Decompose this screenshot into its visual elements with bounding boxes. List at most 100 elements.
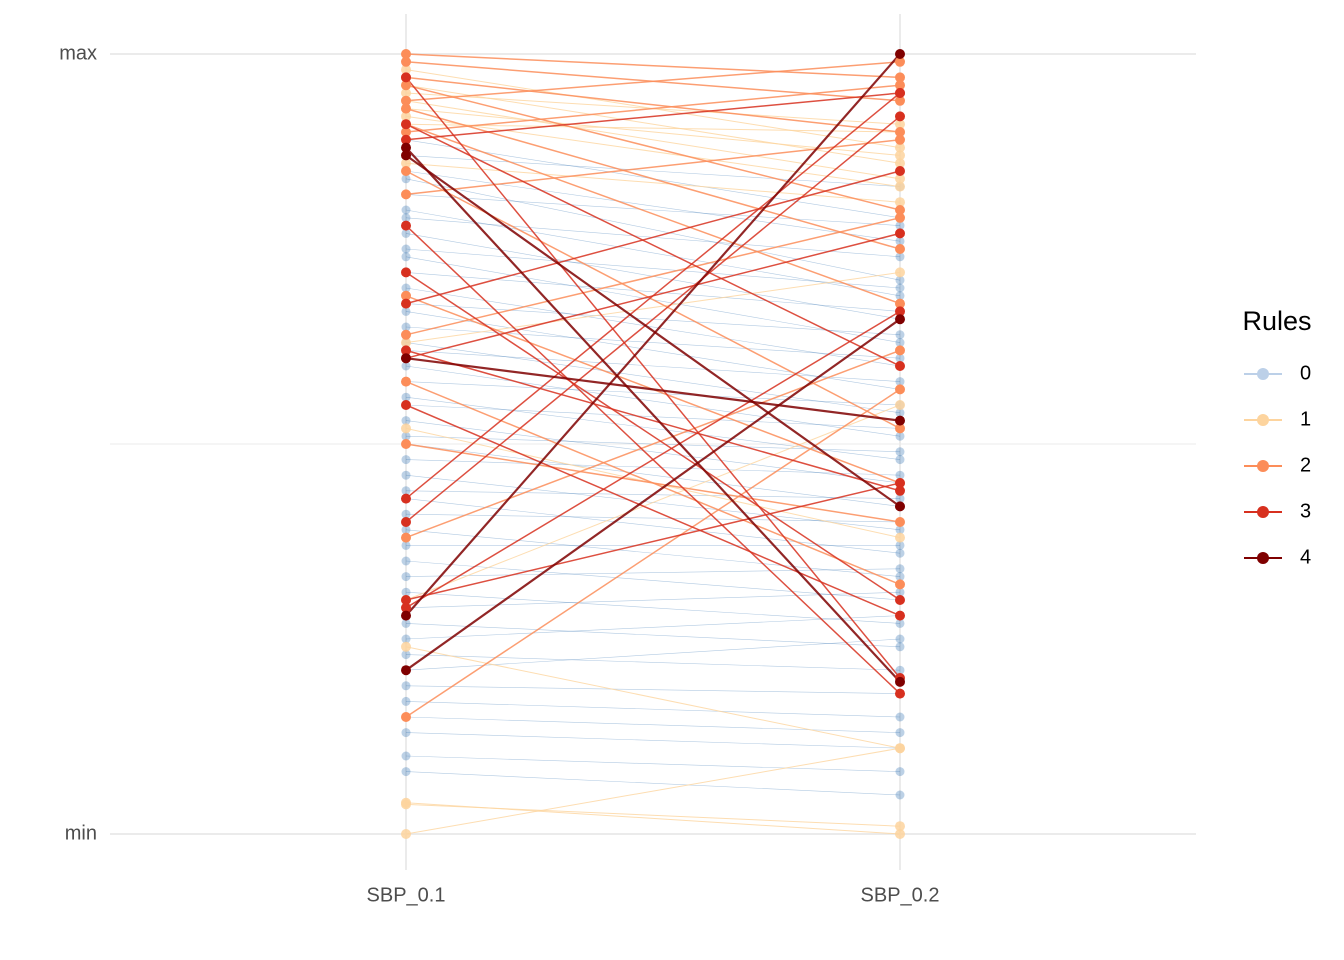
point	[895, 111, 905, 122]
point	[895, 72, 905, 83]
point	[895, 610, 905, 621]
point	[401, 696, 411, 706]
point	[401, 158, 411, 169]
profile-line	[405, 155, 901, 187]
point	[401, 572, 411, 582]
point	[401, 205, 411, 215]
legend-key-point	[1257, 552, 1269, 564]
point	[401, 650, 411, 660]
profile-line	[405, 420, 901, 484]
point	[895, 634, 905, 644]
point	[895, 470, 905, 480]
y-tick-label: max	[59, 42, 97, 64]
profile-line	[405, 271, 901, 601]
point	[895, 423, 905, 434]
profile-line	[405, 146, 901, 683]
point	[401, 767, 411, 777]
point	[895, 88, 905, 98]
point	[895, 134, 905, 145]
point	[895, 275, 905, 285]
point	[895, 579, 905, 590]
point	[895, 688, 905, 699]
legend-key-point	[1257, 460, 1269, 472]
point	[401, 509, 411, 519]
profile-line	[405, 272, 901, 312]
point	[401, 486, 411, 496]
point	[895, 181, 905, 192]
point	[401, 416, 411, 426]
profile-line	[405, 623, 901, 648]
profile-line	[405, 388, 901, 718]
grid	[110, 14, 1196, 870]
point	[401, 80, 411, 91]
profile-line	[405, 404, 901, 617]
point	[895, 56, 905, 67]
point	[895, 767, 905, 777]
point	[895, 447, 905, 457]
profile-line	[405, 638, 901, 671]
point	[401, 353, 411, 364]
point	[401, 556, 411, 566]
point	[401, 283, 411, 293]
x-tick-label: SBP_0.1	[367, 884, 446, 906]
point	[895, 587, 905, 597]
profile-line	[405, 513, 901, 523]
legend-title: Rules	[1242, 306, 1311, 336]
point	[895, 291, 905, 301]
legend-label: 0	[1300, 362, 1311, 384]
point	[401, 665, 411, 676]
point	[895, 228, 905, 239]
point	[401, 361, 411, 371]
point	[895, 166, 905, 176]
profile-line	[405, 76, 901, 679]
point	[895, 618, 905, 628]
profile-line	[405, 170, 901, 242]
profile-line	[405, 701, 901, 718]
profile-line	[405, 53, 901, 79]
point	[895, 173, 905, 184]
profile-line	[405, 615, 901, 640]
point	[401, 634, 411, 644]
profile-line	[405, 84, 901, 133]
profile-line	[405, 318, 901, 672]
point	[895, 525, 905, 535]
point	[895, 306, 905, 317]
profile-line	[405, 732, 901, 749]
profile-line	[405, 459, 901, 476]
profile-line	[405, 92, 901, 500]
point	[401, 329, 411, 340]
point	[401, 56, 411, 67]
point	[895, 283, 905, 293]
profile-line	[405, 365, 901, 437]
point	[401, 610, 411, 621]
profile-line	[405, 591, 901, 609]
profile-line	[405, 646, 901, 749]
profile-line	[405, 217, 901, 336]
profile-line	[405, 803, 901, 827]
point	[401, 127, 411, 137]
point	[401, 517, 411, 527]
point	[895, 338, 905, 348]
point	[895, 494, 905, 504]
point	[401, 119, 411, 130]
point	[895, 478, 905, 488]
point	[895, 80, 905, 91]
profile-line	[405, 178, 901, 281]
point	[895, 676, 905, 687]
profile-line	[405, 381, 901, 406]
point	[895, 572, 905, 582]
x-tick-label: SBP_0.2	[861, 884, 940, 906]
point	[895, 127, 905, 137]
profile-line	[405, 248, 901, 289]
point	[401, 322, 411, 332]
profile-line	[405, 404, 901, 429]
profile-line	[405, 115, 901, 188]
point	[895, 221, 905, 231]
legend-label: 1	[1300, 408, 1311, 430]
point	[401, 103, 411, 114]
point	[895, 415, 905, 426]
profile-line	[405, 349, 901, 539]
profile-line	[405, 747, 901, 835]
point	[401, 189, 411, 200]
point	[895, 49, 905, 59]
